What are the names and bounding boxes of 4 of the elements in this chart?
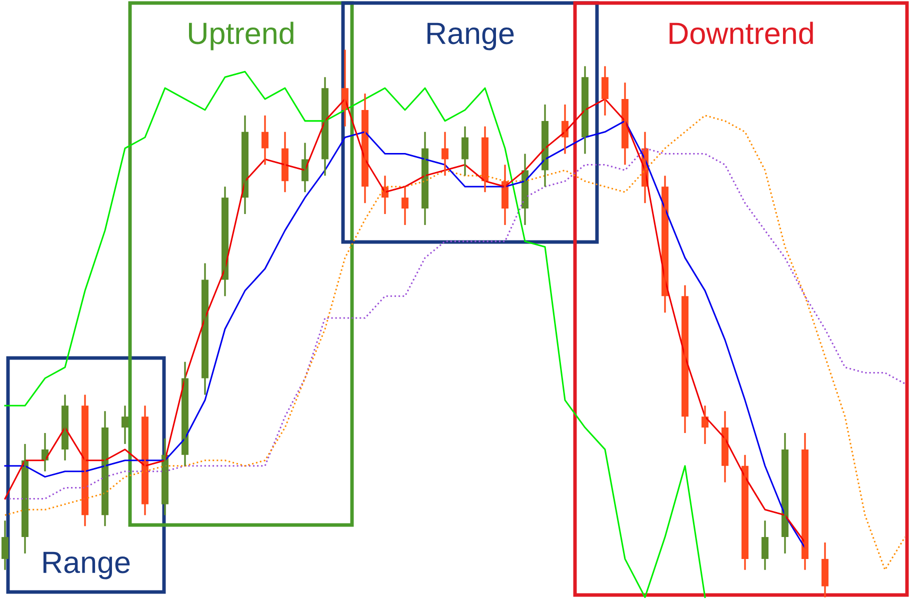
annotation: Uptrend (189, 22, 294, 50)
annotation: Range (427, 22, 514, 50)
text: Downtrend (670, 22, 813, 44)
annotation: Range (43, 552, 130, 580)
